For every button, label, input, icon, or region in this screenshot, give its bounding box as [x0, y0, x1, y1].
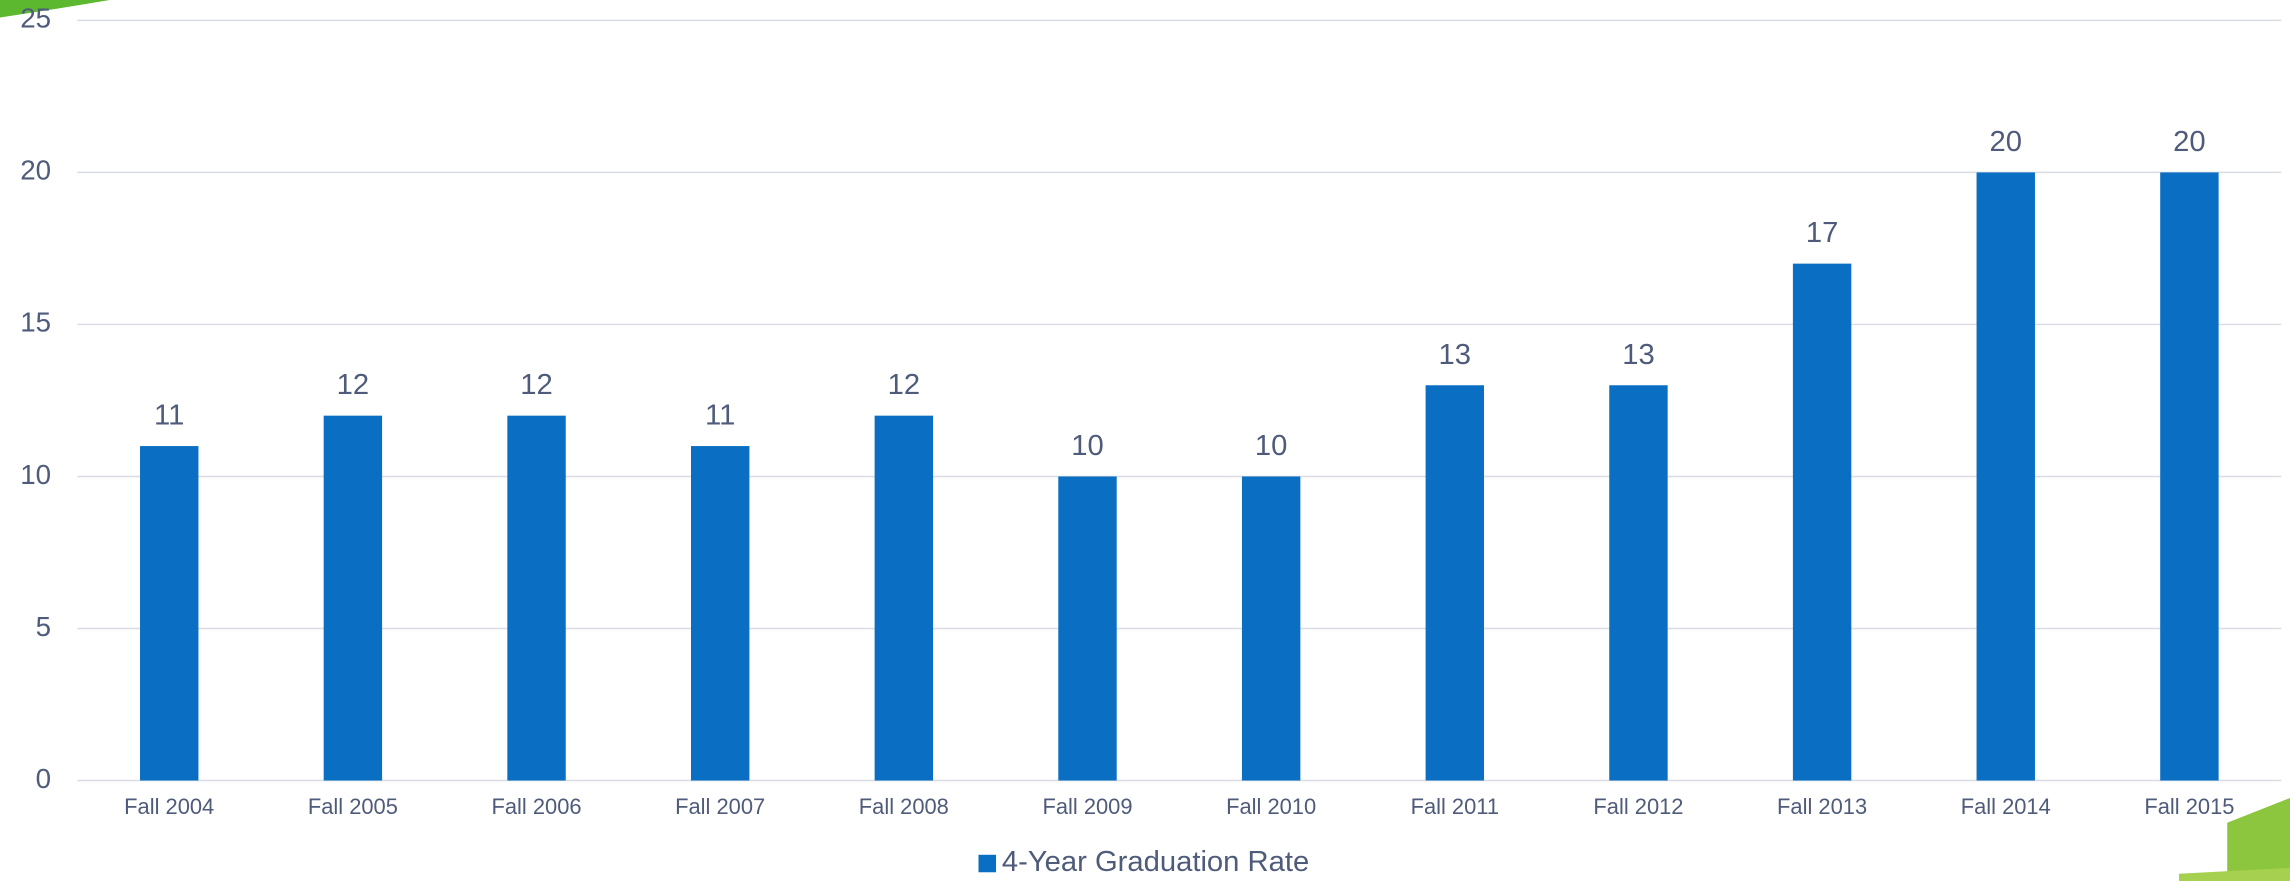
x-tick-label: Fall 2010 [1226, 794, 1316, 819]
x-tick-label: Fall 2006 [492, 794, 582, 819]
bar [323, 415, 383, 781]
data-label: 13 [1439, 339, 1471, 371]
data-label: 20 [1990, 126, 2022, 158]
corner-decoration [0, 0, 110, 18]
data-label: 20 [2173, 126, 2205, 158]
y-tick-label: 0 [36, 763, 51, 794]
x-tick-label: Fall 2009 [1042, 794, 1132, 819]
bar [2160, 172, 2219, 781]
data-label: 17 [1806, 217, 1838, 249]
bar [1792, 263, 1852, 781]
data-label: 10 [1255, 430, 1287, 462]
x-tick-label: Fall 2008 [859, 794, 949, 819]
data-label: 11 [154, 400, 184, 432]
x-tick-label: Fall 2012 [1593, 794, 1683, 819]
data-label: 12 [520, 369, 552, 401]
y-tick-label: 10 [20, 459, 51, 490]
bar [1058, 476, 1117, 781]
y-tick-label: 15 [20, 307, 51, 338]
y-tick-label: 25 [20, 3, 51, 34]
bar [1976, 172, 2035, 781]
bar [690, 446, 750, 781]
x-tick-label: Fall 2004 [124, 794, 214, 819]
x-tick-label: Fall 2007 [675, 794, 765, 819]
legend-label: 4-Year Graduation Rate [1002, 846, 1309, 878]
x-tick-label: Fall 2013 [1777, 794, 1867, 819]
data-label: 11 [705, 400, 735, 432]
data-label: 13 [1622, 339, 1654, 371]
bar [1425, 385, 1485, 781]
legend-swatch [978, 854, 997, 873]
corner-decoration [2227, 797, 2290, 881]
data-label: 10 [1071, 430, 1103, 462]
data-label: 12 [337, 369, 369, 401]
data-label: 12 [888, 369, 920, 401]
bar [1241, 476, 1301, 781]
bar [874, 415, 934, 781]
x-tick-label: Fall 2011 [1411, 794, 1499, 819]
bar [140, 446, 199, 781]
x-tick-label: Fall 2005 [308, 794, 398, 819]
x-tick-label: Fall 2014 [1961, 794, 2051, 819]
y-tick-label: 5 [36, 611, 51, 642]
corner-decoration [2179, 867, 2290, 881]
bar [507, 415, 566, 781]
bar [1609, 385, 1668, 781]
y-tick-label: 20 [20, 155, 51, 186]
x-tick-label: Fall 2015 [2144, 794, 2234, 819]
